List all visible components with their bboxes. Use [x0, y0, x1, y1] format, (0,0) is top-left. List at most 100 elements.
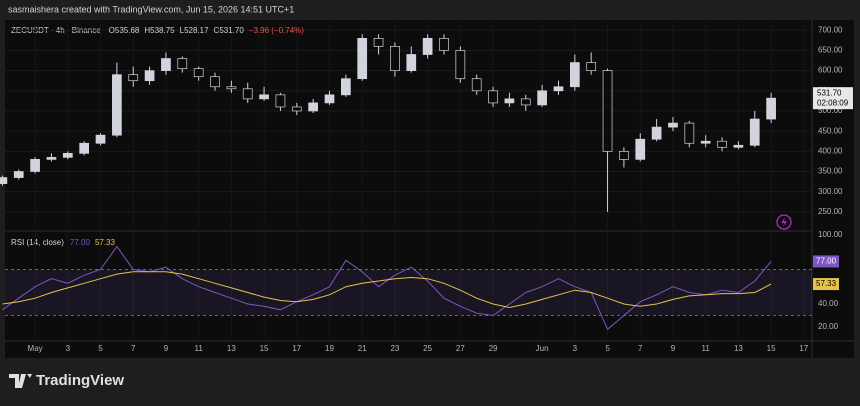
- x-tick-label: 7: [131, 344, 136, 353]
- x-tick-label: 3: [573, 344, 578, 353]
- candle-body: [275, 94, 286, 108]
- candle-body: [226, 86, 237, 90]
- x-tick-label: 13: [734, 344, 743, 353]
- candle-body: [242, 88, 253, 100]
- y-tick-label: 300.00: [818, 187, 843, 196]
- candle-body: [684, 122, 695, 144]
- alert-icon-bolt: [781, 217, 787, 227]
- y-tick-label: 250.00: [818, 207, 843, 216]
- candle-body: [62, 152, 73, 158]
- x-tick-label: 19: [325, 344, 334, 353]
- ohlc-value: O535.68: [109, 26, 140, 35]
- y-tick-label: 20.00: [818, 322, 839, 331]
- candle-body: [749, 118, 760, 146]
- rsi-line: [2, 271, 772, 309]
- brand-name: TradingView: [36, 372, 124, 389]
- x-tick-label: 9: [671, 344, 676, 353]
- candle-body: [357, 37, 368, 80]
- candle-body: [717, 140, 727, 148]
- candle-body: [651, 126, 662, 140]
- candle-body: [390, 46, 400, 71]
- candle-body: [30, 159, 40, 172]
- candle-body: [619, 150, 629, 160]
- x-tick-label: 17: [292, 344, 301, 353]
- candle-body: [569, 62, 580, 88]
- ohlc-value: H538.75: [144, 26, 175, 35]
- x-tick-label: 5: [98, 344, 103, 353]
- candle-body: [406, 54, 417, 71]
- candle-body: [422, 37, 433, 55]
- candle-body: [602, 70, 613, 152]
- candle-body: [488, 90, 498, 104]
- candle-body: [471, 78, 482, 92]
- candle-body: [210, 76, 220, 88]
- x-tick-label: 13: [227, 344, 236, 353]
- rsi-value-tag: [813, 278, 839, 291]
- brand-logo: TradingView: [9, 372, 124, 389]
- x-tick-label: Jun: [536, 344, 549, 353]
- candle-body: [193, 68, 204, 78]
- y-tick-label: 600.00: [818, 66, 843, 75]
- rsi-value-label: 57.33: [816, 279, 837, 288]
- x-tick-label: May: [28, 344, 43, 353]
- candle-body: [13, 171, 24, 178]
- candle-body: [733, 144, 744, 148]
- brand-mark: [9, 374, 32, 388]
- candle-body: [520, 98, 531, 106]
- candle-body: [586, 62, 597, 71]
- rsi-band: [5, 269, 812, 316]
- x-tick-label: 25: [423, 344, 432, 353]
- candle-body: [0, 177, 8, 184]
- candle-body: [341, 78, 351, 96]
- candle-body: [112, 74, 122, 136]
- candle-body: [455, 50, 466, 80]
- x-tick-label: 15: [260, 344, 269, 353]
- last-price-label: 531.70: [817, 88, 842, 97]
- x-tick-label: 27: [456, 344, 465, 353]
- x-tick-label: 17: [799, 344, 808, 353]
- ohlc-value: C531.70: [214, 26, 245, 35]
- candle-body: [177, 58, 188, 69]
- candle-body: [668, 122, 678, 128]
- y-tick-label: 400.00: [818, 146, 843, 155]
- rsi-value-tag: [813, 255, 839, 268]
- candle-body: [766, 97, 776, 120]
- x-tick-label: 11: [194, 344, 203, 353]
- candle-body: [128, 74, 139, 82]
- rsi-legend-value: 57.33: [95, 238, 116, 247]
- candle-body: [259, 94, 269, 100]
- x-tick-label: 21: [358, 344, 367, 353]
- y-tick-label: 100.00: [818, 230, 843, 239]
- y-tick-label: 450.00: [818, 126, 843, 135]
- ohlc-value: L528.17: [180, 26, 209, 35]
- candle-body: [373, 37, 384, 47]
- candle-body: [324, 94, 335, 104]
- ohlc-value: −3.96 (−0.74%): [249, 26, 304, 35]
- candle-body: [700, 140, 711, 144]
- y-tick-label: 350.00: [818, 167, 843, 176]
- y-tick-label: 40.00: [818, 299, 839, 308]
- x-tick-label: 23: [390, 344, 399, 353]
- x-tick-label: 5: [605, 344, 610, 353]
- candle-body: [95, 134, 106, 144]
- x-tick-label: 29: [489, 344, 498, 353]
- x-tick-label: 3: [66, 344, 71, 353]
- candle-body: [161, 58, 171, 71]
- candle-body: [439, 37, 449, 51]
- candle-body: [79, 142, 90, 154]
- x-tick-label: 15: [767, 344, 776, 353]
- candle-body: [144, 70, 155, 82]
- alert-icon[interactable]: [776, 214, 792, 230]
- candle-body: [504, 98, 515, 104]
- rsi-title: RSI (14, close): [11, 238, 64, 247]
- x-tick-label: 7: [638, 344, 643, 353]
- y-tick-label: 650.00: [818, 46, 843, 55]
- candle-body: [308, 102, 318, 112]
- y-tick-label: 500.00: [818, 106, 843, 115]
- author-line: sasmaishera created with TradingView.com…: [8, 4, 294, 14]
- last-price-tag: [813, 87, 853, 110]
- candle-body: [46, 157, 57, 160]
- rsi-value-label: 77.00: [816, 257, 837, 266]
- x-tick-label: 11: [702, 344, 711, 353]
